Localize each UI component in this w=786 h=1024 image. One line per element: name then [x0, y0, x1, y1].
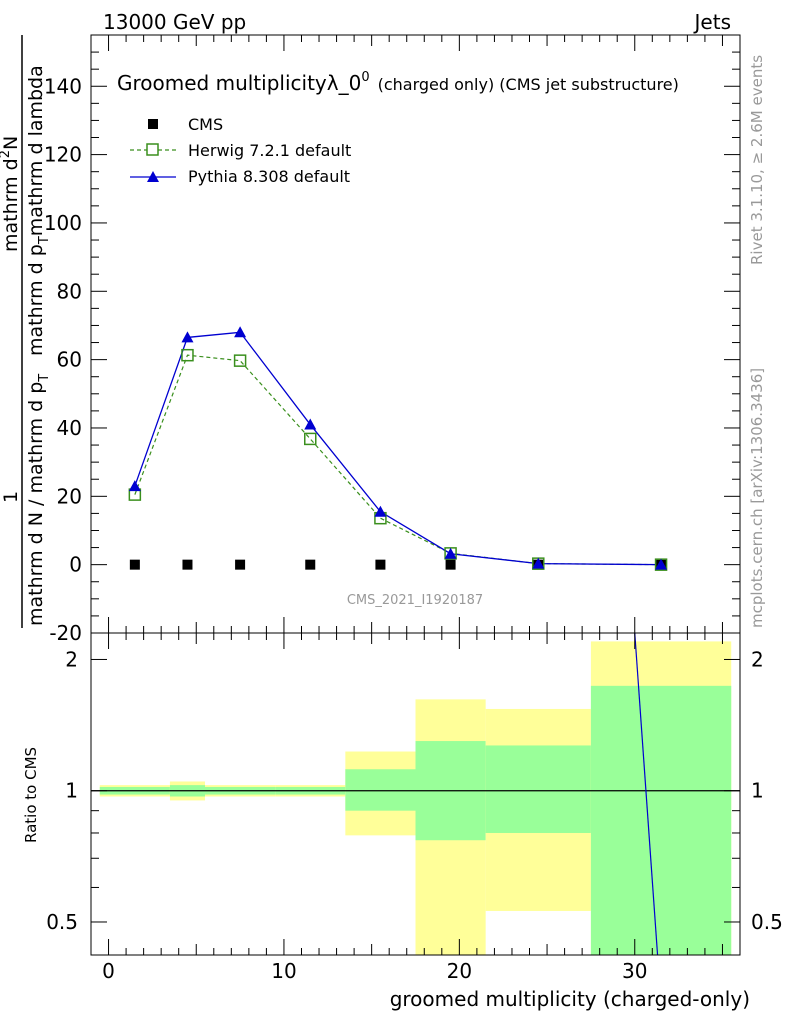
x-axis-label: groomed multiplicity (charged-only) [390, 987, 750, 1011]
pythia-line [134, 331, 662, 566]
ratio-y-axis-label: Ratio to CMS [22, 747, 40, 843]
upper-series [128, 326, 668, 571]
mcplots-credit: mcplots.cern.ch [arXiv:1306.3436] [748, 368, 766, 628]
cms-point [305, 559, 316, 570]
ratio-y-tick-label-right: 2 [751, 647, 764, 671]
y-axis-label: 1 mathrm d N / mathrm d pT mathrm d2N ma… [0, 35, 52, 628]
herwig-point [233, 354, 247, 367]
y-tick-label: 40 [57, 416, 82, 440]
y-axis-label-denominator-rest: mathrm d lambda [25, 65, 47, 236]
y-axis-label-bottom-sub: T [37, 374, 52, 383]
y-tick-label: 80 [57, 279, 82, 303]
x-tick-label: 10 [271, 959, 296, 983]
ratio-bands [99, 641, 732, 955]
y-tick-label: 0 [69, 553, 82, 577]
header-right: Jets [693, 10, 731, 34]
y-axis-label-denominator-sub: T [37, 236, 52, 245]
y-axis-label-bottom-main: mathrm d N / mathrm d p [25, 382, 47, 626]
ratio-y-ticks: 0.5 0.5 1 1 2 2 [46, 647, 783, 934]
y-axis-label-numerator-rest: N [0, 136, 22, 150]
y-axis-label-bottom: mathrm d N / mathrm d pT [25, 374, 52, 626]
x-tick-label: 30 [622, 959, 647, 983]
chart-title-sup: 0 [361, 70, 369, 85]
chart-title: Groomed multiplicityλ_00 (charged only) (… [117, 70, 679, 95]
y-axis-label-numerator: mathrm d2N [0, 136, 22, 252]
legend-label-pythia: Pythia 8.308 default [188, 167, 350, 186]
herwig-point [304, 432, 317, 446]
ratio-band-inner-6 [485, 745, 591, 833]
pythia-point [128, 480, 141, 492]
pythia-point [181, 331, 194, 343]
y-tick-label: 60 [57, 348, 82, 372]
header-left: 13000 GeV pp [103, 10, 246, 34]
cms-point [445, 559, 456, 570]
ratio-y-tick-label: 1 [65, 779, 78, 803]
y-tick-label: 140 [44, 74, 82, 98]
ratio-panel-frame [90, 632, 741, 956]
cms-point [375, 559, 386, 570]
legend-label-cms: CMS [188, 115, 223, 134]
chart-title-rest: (charged only) (CMS jet substructure) [378, 75, 679, 94]
pythia-point [234, 326, 247, 338]
ratio-band-inner-4 [345, 769, 416, 811]
rivet-credit: Rivet 3.1.10, ≥ 2.6M events [748, 55, 766, 265]
x-ticks: 0 10 20 30 [90, 35, 741, 983]
y-axis-label-numerator-sup: 2 [0, 150, 13, 158]
y-tick-label: 120 [44, 143, 82, 167]
y-tick-label: 100 [44, 211, 82, 235]
y-tick-label: -20 [49, 621, 82, 645]
pythia-point [655, 558, 668, 570]
ratio-y-tick-label: 0.5 [46, 910, 78, 934]
ratio-band-inner-7 [590, 685, 732, 955]
upper-y-ticks: -20 0 20 40 60 80 100 120 140 [44, 34, 740, 645]
legend: CMS Herwig 7.2.1 default Pythia 8.308 de… [130, 115, 351, 186]
x-tick-label: 20 [447, 959, 472, 983]
ratio-y-tick-label-right: 1 [751, 779, 764, 803]
legend-marker-herwig [146, 143, 159, 156]
cms-point [235, 559, 246, 570]
ratio-y-tick-label-right: 0.5 [751, 910, 783, 934]
legend-label-herwig: Herwig 7.2.1 default [188, 141, 351, 160]
chart-title-main: Groomed multiplicityλ_0 [117, 71, 361, 95]
ratio-pythia-line [634, 632, 659, 956]
x-tick-label: 0 [102, 959, 115, 983]
legend-marker-cms [148, 119, 158, 129]
pythia-point [374, 505, 387, 517]
pythia-point [532, 557, 545, 569]
y-tick-label: 20 [57, 484, 82, 508]
herwig-point [181, 348, 194, 362]
pythia-point [304, 418, 317, 430]
cms-point [129, 559, 140, 570]
y-axis-label-numerator-main: mathrm d [0, 158, 22, 252]
ratio-lines [634, 632, 659, 956]
legend-marker-pythia [147, 171, 159, 182]
ratio-y-tick-label: 2 [65, 647, 78, 671]
y-axis-label-denominator-main: mathrm d p [25, 244, 47, 356]
analysis-label: CMS_2021_I1920187 [347, 593, 483, 608]
cms-point [182, 559, 193, 570]
herwig-line [134, 354, 662, 566]
y-axis-label-top: 1 [0, 491, 22, 503]
y-axis-label-denominator: mathrm d pTmathrm d lambda [25, 65, 52, 356]
pythia-point [444, 547, 457, 559]
